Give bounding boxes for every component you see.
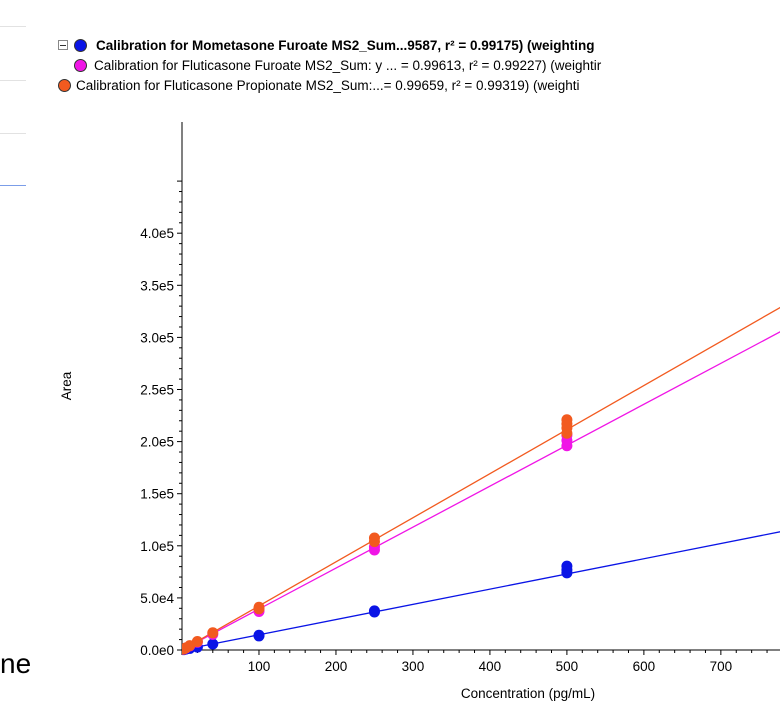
y-tick-label: 3.5e5	[140, 278, 174, 293]
fit-line-series-0	[182, 531, 780, 651]
y-tick-label: 1.0e5	[140, 539, 174, 554]
fit-line-series-1	[182, 331, 780, 651]
y-tick-label: 3.0e5	[140, 330, 174, 345]
fit-line-series-2	[182, 306, 780, 651]
x-tick-label: 700	[710, 659, 733, 674]
data-point-series-0	[207, 638, 219, 650]
x-axis-title: Concentration (pg/mL)	[461, 686, 595, 701]
data-point-series-2	[561, 414, 573, 426]
y-axis-title: Area	[59, 371, 74, 400]
y-tick-label: 0.0e0	[140, 643, 174, 658]
x-tick-label: 200	[325, 659, 348, 674]
y-tick-label: 1.5e5	[140, 487, 174, 502]
side-panel-text-fragment: ne	[0, 648, 32, 679]
y-tick-label: 2.0e5	[140, 435, 174, 450]
y-tick-label: 2.5e5	[140, 383, 174, 398]
legend-marker-icon	[58, 79, 71, 92]
x-tick-label: 500	[556, 659, 579, 674]
chart-legend: Calibration for Mometasone Furoate MS2_S…	[58, 36, 780, 96]
x-tick-label: 100	[248, 659, 271, 674]
x-tick-label: 400	[479, 659, 502, 674]
data-point-series-2	[368, 532, 380, 544]
y-tick-label: 5.0e4	[140, 591, 174, 606]
legend-label: Calibration for Fluticasone Propionate M…	[76, 78, 580, 93]
legend-label: Calibration for Mometasone Furoate MS2_S…	[96, 38, 595, 53]
legend-entry-fluticasone-furoate[interactable]: Calibration for Fluticasone Furoate MS2_…	[58, 56, 780, 76]
x-tick-label: 300	[402, 659, 425, 674]
data-point-series-0	[253, 629, 265, 641]
data-point-series-2	[253, 601, 265, 613]
data-point-series-2	[191, 635, 203, 647]
side-panel-divider	[0, 80, 26, 81]
plot-area	[182, 306, 780, 656]
side-panel-divider	[0, 26, 26, 27]
data-point-series-2	[207, 627, 219, 639]
legend-label: Calibration for Fluticasone Furoate MS2_…	[94, 58, 602, 73]
side-panel-divider	[0, 133, 26, 134]
x-tick-label: 600	[633, 659, 656, 674]
collapse-toggle-icon[interactable]	[58, 40, 68, 50]
y-tick-label: 4.0e5	[140, 226, 174, 241]
legend-entry-mometasone[interactable]: Calibration for Mometasone Furoate MS2_S…	[58, 36, 780, 56]
side-panel-divider-selected	[0, 185, 26, 186]
legend-marker-icon	[74, 39, 87, 52]
legend-entry-fluticasone-propionate[interactable]: Calibration for Fluticasone Propionate M…	[58, 76, 780, 96]
legend-marker-icon	[74, 59, 87, 72]
data-point-series-0	[368, 605, 380, 617]
data-point-series-0	[561, 560, 573, 572]
